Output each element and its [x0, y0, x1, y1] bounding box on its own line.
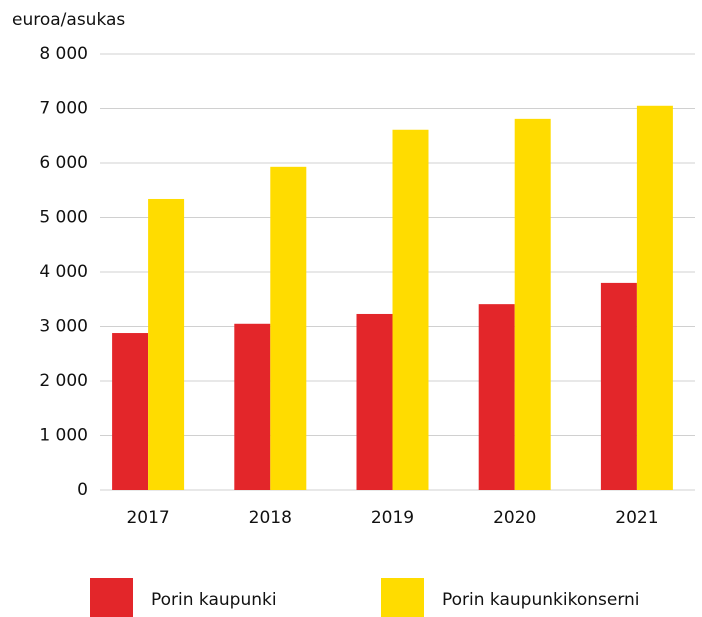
bar	[234, 323, 271, 490]
x-tick-label: 2017	[126, 508, 169, 528]
y-tick-label: 3 000	[39, 317, 88, 337]
bar	[514, 118, 551, 490]
x-tick-label: 2020	[493, 508, 536, 528]
bar	[270, 166, 307, 490]
y-tick-label: 8 000	[39, 44, 88, 64]
bar	[600, 282, 637, 490]
y-tick-label: 2 000	[39, 371, 88, 391]
y-tick-label: 4 000	[39, 262, 88, 282]
y-tick-label: 0	[77, 480, 88, 500]
y-axis-label: euroa/asukas	[12, 10, 125, 30]
bar	[392, 129, 429, 490]
bar	[478, 304, 515, 490]
x-tick-label: 2021	[615, 508, 658, 528]
bar	[148, 198, 185, 490]
legend-swatch	[381, 578, 424, 617]
y-tick-label: 6 000	[39, 153, 88, 173]
bar	[356, 313, 393, 490]
x-tick-label: 2019	[371, 508, 414, 528]
x-tick-label: 2018	[249, 508, 292, 528]
bar	[112, 333, 149, 490]
y-tick-label: 1 000	[39, 426, 88, 446]
legend-label: Porin kaupunkikonserni	[442, 590, 640, 610]
legend-label: Porin kaupunki	[151, 590, 277, 610]
bar	[636, 105, 673, 491]
y-tick-label: 7 000	[39, 99, 88, 119]
y-tick-label: 5 000	[39, 208, 88, 228]
legend-swatch	[90, 578, 133, 617]
